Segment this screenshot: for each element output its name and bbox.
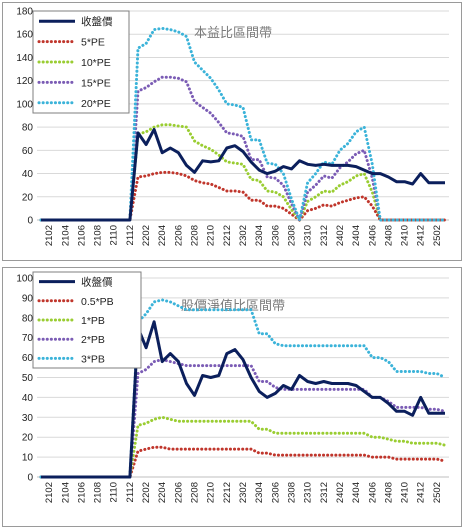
x-tick-label: 2104 <box>60 482 71 503</box>
y-tick-label: 90 <box>22 293 34 304</box>
pe-band-chart-panel: 0 20 40 60 80 100 120 140 160 180 2102 2104 2106 2108… <box>2 2 462 261</box>
x-tick-label: 2210 <box>206 225 217 246</box>
y-tick-label: 40 <box>22 169 34 180</box>
x-tick-label: 2206 <box>173 225 184 246</box>
legend-label: 收盤價 <box>81 276 113 289</box>
x-tick-label: 2306 <box>270 482 281 503</box>
x-tick-label: 2310 <box>303 482 314 503</box>
legend-label: 5*PE <box>81 37 105 49</box>
series-line-band-1 <box>39 445 447 479</box>
y-tick-label: 160 <box>16 30 33 41</box>
y-tick-label: 180 <box>16 7 33 18</box>
x-tick-label: 2412 <box>416 482 427 503</box>
x-tick-label: 2402 <box>335 225 346 246</box>
pe-band-chart: 0 20 40 60 80 100 120 140 160 180 2102 2104 2106 2108… <box>16 7 449 246</box>
y-tick-label: 120 <box>16 76 33 87</box>
y-tick-label: 100 <box>16 99 33 110</box>
x-tick-label: 2406 <box>367 482 378 503</box>
x-tick-label: 2410 <box>400 225 411 246</box>
series-line-band-1 <box>39 170 447 223</box>
x-tick-label: 2212 <box>222 225 233 246</box>
x-tick-label: 2402 <box>335 482 346 503</box>
x-tick-label: 2410 <box>400 482 411 503</box>
x-tick-label: 2110 <box>109 482 120 502</box>
series-line-band-4 <box>39 298 447 479</box>
legend-label: 0.5*PB <box>81 296 114 308</box>
y-tick-label: 10 <box>22 453 34 464</box>
y-tick-label: 30 <box>22 413 34 424</box>
x-tick-label: 2408 <box>383 482 394 503</box>
y-tick-label: 20 <box>22 433 34 444</box>
x-tick-label: 2302 <box>238 225 249 246</box>
chart-title: 本益比區間帶 <box>194 25 272 40</box>
y-tick-label: 0 <box>27 473 33 484</box>
series-line-band-3 <box>39 358 447 479</box>
x-tick-label: 2408 <box>383 225 394 246</box>
x-tick-label: 2310 <box>303 225 314 246</box>
x-tick-label: 2312 <box>319 225 330 246</box>
x-tick-label: 2112 <box>125 225 136 245</box>
x-tick-label: 2106 <box>76 482 87 503</box>
x-tick-label: 2312 <box>319 482 330 503</box>
x-tick-label: 2304 <box>254 482 265 503</box>
x-tick-label: 2202 <box>141 225 152 246</box>
x-tick-label: 2208 <box>190 482 201 503</box>
x-tick-label: 2112 <box>125 482 136 502</box>
legend-label: 收盤價 <box>81 15 113 28</box>
y-tick-label: 60 <box>22 353 34 364</box>
pb-band-chart-panel: 0 10 20 30 40 50 60 70 80 90 100 2102 2104 2106 2108 21… <box>2 267 462 527</box>
series-line-close-price <box>41 320 445 479</box>
x-tick-label: 2110 <box>109 225 120 245</box>
x-tick-label: 2204 <box>157 482 168 503</box>
x-tick-label: 2306 <box>270 225 281 246</box>
legend-box <box>32 271 142 369</box>
y-tick-label: 20 <box>22 192 34 203</box>
x-tick-label: 2204 <box>157 225 168 246</box>
legend-label: 15*PE <box>81 77 111 89</box>
x-tick-label: 2404 <box>351 482 362 503</box>
x-tick-label: 2412 <box>416 225 427 246</box>
series-line-band-4 <box>39 26 447 226</box>
legend-label: 10*PE <box>81 57 111 69</box>
x-tick-label: 2102 <box>44 225 55 246</box>
legend-box <box>32 10 130 114</box>
y-tick-label: 50 <box>22 373 34 384</box>
y-tick-label: 140 <box>16 53 33 64</box>
y-tick-label: 0 <box>27 216 33 227</box>
x-tick-label: 2308 <box>286 225 297 246</box>
x-tick-label: 2106 <box>76 225 87 246</box>
legend-label: 2*PB <box>81 334 105 346</box>
y-tick-label: 100 <box>16 274 33 285</box>
y-tick-label: 70 <box>22 333 34 344</box>
legend-label: 1*PB <box>81 315 105 327</box>
x-tick-label: 2206 <box>173 482 184 503</box>
x-tick-label: 2404 <box>351 225 362 246</box>
x-tick-label: 2102 <box>44 482 55 503</box>
x-tick-label: 2104 <box>60 225 71 246</box>
legend-label: 20*PE <box>81 98 111 110</box>
x-tick-label: 2108 <box>93 225 104 246</box>
y-tick-label: 60 <box>22 146 34 157</box>
x-tick-label: 2210 <box>206 482 217 503</box>
x-tick-label: 2502 <box>432 482 443 503</box>
series-line-band-2 <box>39 415 447 479</box>
x-tick-label: 2308 <box>286 482 297 503</box>
y-tick-label: 40 <box>22 393 34 404</box>
pb-band-chart: 0 10 20 30 40 50 60 70 80 90 100 2102 2104 2106 2108 21… <box>16 271 449 503</box>
y-tick-label: 80 <box>22 313 34 324</box>
x-tick-label: 2302 <box>238 482 249 503</box>
x-tick-label: 2208 <box>190 225 201 246</box>
y-tick-label: 80 <box>22 123 34 134</box>
x-tick-label: 2406 <box>367 225 378 246</box>
x-tick-label: 2212 <box>222 482 233 503</box>
x-tick-label: 2304 <box>254 225 265 246</box>
legend-label: 3*PB <box>81 353 105 365</box>
series-line-close-price <box>41 127 445 222</box>
x-tick-label: 2108 <box>93 482 104 503</box>
x-tick-label: 2502 <box>432 225 443 246</box>
x-tick-label: 2202 <box>141 482 152 503</box>
